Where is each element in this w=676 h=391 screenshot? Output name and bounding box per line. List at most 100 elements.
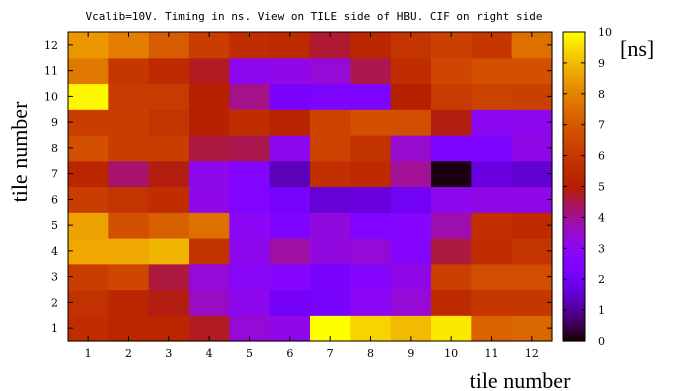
heatmap-cell (108, 109, 150, 136)
heatmap-cell (269, 186, 311, 213)
heatmap-cell (471, 238, 513, 265)
colorbar-segment (563, 70, 585, 74)
heatmap-cell (390, 186, 432, 213)
colorbar-segment (563, 176, 585, 180)
heatmap-cell (108, 186, 150, 213)
heatmap-cell (148, 83, 190, 110)
colorbar-segment (563, 204, 585, 208)
heatmap-cell (310, 289, 351, 316)
heatmap-cell (390, 160, 432, 188)
colorbar-segment (563, 322, 585, 327)
heatmap-cell (431, 289, 472, 316)
x-tick-label: 5 (246, 347, 253, 360)
heatmap-cell (269, 83, 311, 110)
heatmap-cell (269, 135, 311, 162)
heatmap-cell (511, 83, 553, 110)
colorbar-segment (563, 258, 585, 262)
colorbar-segment (563, 114, 585, 118)
colorbar-segment (563, 119, 585, 123)
colorbar-segment (563, 199, 585, 203)
heatmap-cell (269, 160, 311, 188)
heatmap-cell (189, 238, 230, 265)
colorbar-segment (563, 196, 585, 200)
colorbar-segment (563, 289, 585, 293)
heatmap-cell (511, 160, 553, 188)
heatmap-cell (431, 57, 472, 85)
heatmap-cell (108, 57, 150, 85)
colorbar-segment (563, 75, 585, 79)
heatmap-cell (148, 57, 190, 85)
colorbar-tick-label: 9 (598, 57, 605, 70)
heatmap-cell (471, 289, 513, 316)
heatmap-cell (189, 263, 230, 291)
heatmap-cell (68, 263, 109, 291)
colorbar-segment (563, 44, 585, 49)
heatmap-cell (511, 289, 553, 316)
y-tick-label: 2 (51, 296, 58, 309)
colorbar-segment (563, 333, 585, 337)
colorbar-segment (563, 268, 585, 273)
colorbar-tick-label: 4 (598, 211, 605, 224)
colorbar-segment (563, 219, 585, 224)
y-tick-label: 9 (51, 116, 58, 129)
colorbar-segment (563, 55, 585, 59)
colorbar-segment (563, 217, 585, 221)
colorbar-unit-label: [ns] (620, 36, 654, 61)
colorbar-segment (563, 140, 585, 144)
colorbar-segment (563, 294, 585, 298)
colorbar-segment (563, 42, 585, 46)
heatmap-cell (431, 263, 472, 291)
x-tick-label: 10 (444, 347, 458, 360)
colorbar-segment (563, 330, 585, 334)
colorbar-segment (563, 47, 585, 51)
heatmap-cell (189, 109, 230, 136)
colorbar-segment (563, 312, 585, 316)
heatmap-cell (431, 160, 472, 188)
colorbar-segment (563, 335, 585, 340)
heatmap-cell (511, 238, 553, 265)
heatmap-cell (108, 289, 150, 316)
colorbar-segment (563, 80, 585, 85)
colorbar-segment (563, 101, 585, 105)
heatmap-cell (68, 109, 109, 136)
colorbar-segment (563, 171, 585, 175)
heatmap-cell (229, 289, 271, 316)
heatmap-cell (511, 135, 553, 162)
colorbar-segment (563, 238, 585, 242)
heatmap-cell (431, 212, 472, 239)
heatmap-cell (390, 263, 432, 291)
heatmap-cell (189, 57, 230, 85)
heatmap-cell (471, 212, 513, 239)
colorbar-tick-label: 5 (598, 181, 605, 194)
heatmap-cell (108, 263, 150, 291)
colorbar-segment (563, 227, 585, 231)
y-tick-label: 4 (51, 245, 58, 258)
colorbar-tick-label: 2 (598, 273, 605, 286)
heatmap-cell (390, 289, 432, 316)
colorbar-segment (563, 222, 585, 226)
colorbar-tick-label: 7 (598, 119, 605, 132)
colorbar-tick-label: 8 (598, 88, 605, 101)
colorbar-segment (563, 225, 585, 229)
colorbar-tick-label: 0 (598, 335, 605, 348)
heatmap-cell (350, 238, 392, 265)
plot-frame (67, 31, 553, 342)
x-tick-label: 7 (327, 347, 334, 360)
heatmap-cell (350, 83, 392, 110)
heatmap-cell (229, 109, 271, 136)
x-tick-label: 12 (525, 347, 539, 360)
chart-title: Vcalib=10V. Timing in ns. View on TILE s… (86, 10, 543, 23)
heatmap-cell (189, 212, 230, 239)
colorbar-segment (563, 150, 585, 154)
colorbar-segment (563, 52, 585, 56)
colorbar-segment (563, 32, 585, 36)
heatmap-cell (68, 160, 109, 188)
colorbar-segment (563, 256, 585, 260)
x-axis-label: tile number (470, 368, 571, 391)
colorbar-segment (563, 191, 585, 195)
colorbar-segment (563, 338, 585, 342)
colorbar-segment (563, 163, 585, 167)
heatmap-cell (189, 289, 230, 316)
